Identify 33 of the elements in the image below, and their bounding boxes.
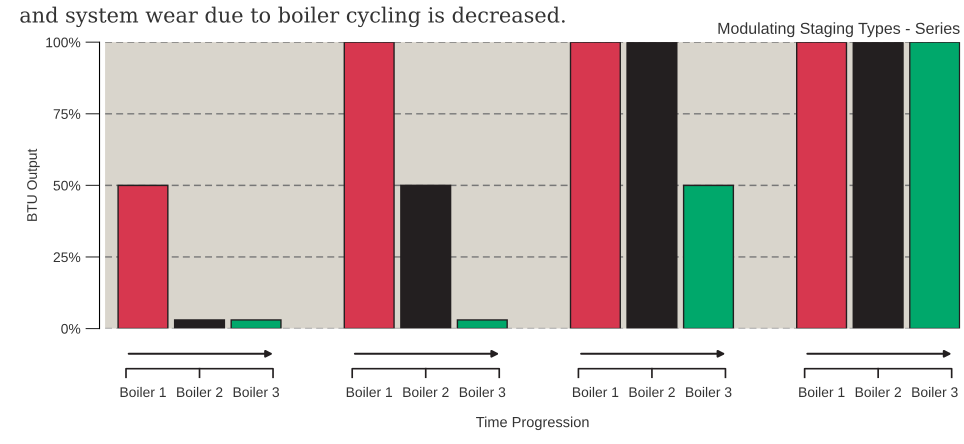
x-tick-label: Boiler 3 xyxy=(686,386,732,398)
x-tick-label: Boiler 2 xyxy=(177,386,222,398)
bar xyxy=(852,42,904,329)
bar xyxy=(174,319,226,329)
bar xyxy=(400,184,452,329)
y-axis-title: BTU Output xyxy=(27,148,40,221)
x-tick-label: Boiler 3 xyxy=(234,386,280,398)
x-tick-label: Boiler 2 xyxy=(856,386,901,398)
chart-title: Modulating Staging Types - Series xyxy=(718,22,960,38)
x-tick-label: Boiler 1 xyxy=(799,386,844,398)
x-axis-title: Time Progression xyxy=(476,416,589,430)
bar xyxy=(796,42,848,329)
y-tick-label: 50% xyxy=(54,180,80,191)
bar xyxy=(456,319,508,329)
bar xyxy=(909,42,960,329)
text: and system wear due to boiler cycling is decreased. xyxy=(20,6,565,28)
y-tick-label: 25% xyxy=(54,252,80,262)
x-tick-label: Boiler 3 xyxy=(460,386,506,398)
bar xyxy=(344,42,395,329)
bar xyxy=(626,42,678,329)
bar xyxy=(682,184,734,329)
x-tick-label: Boiler 2 xyxy=(403,386,449,398)
bar xyxy=(230,319,282,329)
x-tick-label: Boiler 2 xyxy=(630,386,675,398)
y-tick-label: 0% xyxy=(61,324,80,334)
y-tick-label: 75% xyxy=(54,109,80,119)
bar xyxy=(117,184,169,329)
bar xyxy=(570,42,621,329)
y-tick-label: 100% xyxy=(46,38,80,48)
x-tick-label: Boiler 1 xyxy=(572,386,618,398)
x-tick-label: Boiler 1 xyxy=(120,386,166,398)
x-tick-label: Boiler 3 xyxy=(912,386,958,398)
x-tick-label: Boiler 1 xyxy=(346,386,392,398)
